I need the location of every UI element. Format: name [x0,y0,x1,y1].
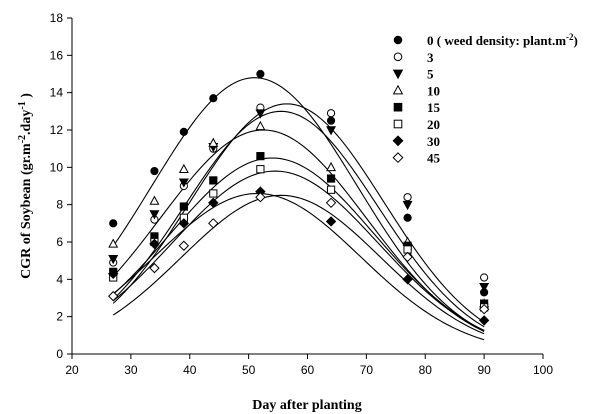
data-point-series-0 [150,166,159,176]
legend-marker-45 [392,152,404,164]
data-point-series-3 [480,273,489,282]
legend-label-0: 0 ( weed density: plant.m-2) [427,32,578,48]
data-point-series-0 [179,127,188,136]
x-axis-ticks: 20 30 40 50 60 70 80 90 100 [65,354,553,377]
data-point-series-45 [208,218,219,229]
legend-marker-20 [393,119,403,129]
data-point-series-3 [403,193,412,202]
data-point-series-10 [255,120,266,131]
x-tick-label: 90 [477,363,491,377]
data-point-series-20 [256,165,265,174]
legend-label-5: 5 [427,67,434,82]
y-axis-label: CGR of Soybean (gr.m-2.day-1 ) [17,93,35,279]
legend-marker-0 [393,35,403,45]
data-point-series-30 [178,218,190,229]
y-tick-label: 2 [56,310,63,324]
data-point-series-30 [108,268,119,279]
data-point-series-15 [326,174,336,183]
x-tick-label: 50 [242,363,256,377]
data-point-series-20 [326,185,336,194]
data-point-series-45 [402,251,413,263]
fitted-curve-20 [112,170,485,332]
y-tick-label: 18 [50,11,64,25]
data-point-series-30 [149,238,160,250]
data-point-series-45 [149,262,160,274]
data-markers [108,69,490,326]
data-point-series-3 [326,109,336,118]
x-tick-label: 30 [124,363,138,377]
x-tick-label: 60 [301,363,315,377]
data-point-series-45 [255,191,266,203]
data-point-series-15 [256,152,265,161]
data-point-series-15 [179,202,188,211]
legend-marker-15 [393,102,403,112]
x-tick-label: 20 [65,363,79,377]
data-point-series-10 [178,163,189,174]
data-point-series-5 [178,178,189,188]
y-tick-label: 12 [50,123,64,137]
fitted-curve-0 [112,77,485,332]
data-point-series-5 [149,210,160,220]
y-tick-label: 4 [56,272,63,286]
y-tick-label: 6 [56,235,63,249]
legend-marker-30 [392,135,404,147]
data-point-series-45 [478,303,490,315]
x-tick-label: 80 [419,363,433,377]
data-point-series-30 [325,216,337,227]
legend-label-45: 45 [427,151,441,166]
fitted-curve-3 [112,103,485,323]
legend-label-20: 20 [427,117,440,132]
x-tick-label: 70 [360,363,374,377]
fitted-curve-15 [112,157,485,331]
fitted-curve-5 [112,110,485,328]
fitted-curve-45 [112,194,485,335]
data-point-series-30 [208,197,219,209]
legend: 0 ( weed density: plant.m-2) 3 510 15 20 30 45 [392,32,578,166]
data-point-series-5 [479,282,490,293]
data-point-series-5 [108,254,119,265]
data-point-series-10 [149,195,160,205]
data-point-series-10 [326,161,337,172]
data-point-series-5 [326,126,337,136]
y-axis-ticks: 0 2 4 6 8 10 12 14 16 18 [50,11,72,361]
y-tick-label: 0 [56,347,63,361]
data-point-series-0 [109,219,118,228]
legend-marker-10 [392,84,404,95]
y-tick-label: 16 [50,48,64,62]
data-point-series-0 [209,94,218,103]
legend-marker-5 [392,69,404,80]
fitted-curves [112,77,485,341]
data-point-series-10 [108,238,119,248]
data-point-series-10 [208,137,219,147]
x-axis-label: Day after planting [252,398,361,413]
data-point-series-0 [256,69,265,79]
x-tick-label: 40 [183,363,197,377]
data-point-series-0 [326,116,336,125]
data-point-series-5 [255,109,266,119]
data-point-series-20 [209,189,218,198]
data-point-series-45 [108,290,119,302]
data-point-series-30 [478,315,490,326]
fitted-curve-30 [112,192,485,341]
data-point-series-5 [402,200,413,211]
legend-label-30: 30 [427,134,440,149]
x-tick-label: 100 [533,363,553,377]
legend-marker-3 [393,52,403,62]
data-point-series-15 [209,176,218,185]
data-point-series-30 [402,274,413,285]
axes [71,18,543,355]
y-tick-label: 8 [56,198,63,212]
y-tick-label: 10 [50,160,64,174]
y-tick-label: 14 [50,86,64,100]
legend-label-15: 15 [427,100,441,115]
data-point-series-45 [325,197,337,209]
legend-label-3: 3 [427,50,434,65]
data-point-series-0 [403,213,412,222]
data-point-series-45 [178,240,190,251]
legend-label-10: 10 [427,83,440,98]
